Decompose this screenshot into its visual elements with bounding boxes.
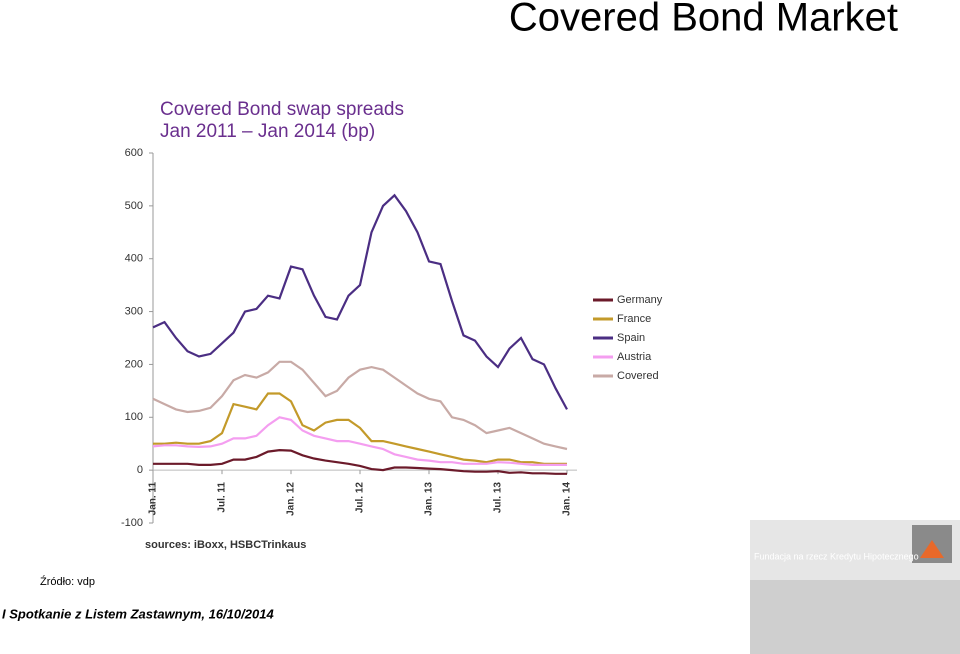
logo-roof	[920, 540, 944, 558]
y-tick-label: 300	[125, 305, 143, 317]
source-note: Źródło: vdp	[40, 575, 95, 588]
series-line	[152, 416, 567, 466]
footer: I Spotkanie z Listem Zastawnym, 16/10/20…	[2, 606, 274, 621]
slide-title: Covered Bond Market	[509, 0, 898, 40]
y-tick-label: 200	[125, 358, 143, 370]
x-tick-label: Jan. 13	[424, 482, 435, 516]
legend-label: Germany	[617, 294, 663, 306]
series-line	[152, 360, 568, 451]
logo-text: Fundacja na rzecz Kredytu Hipotecznego	[754, 551, 919, 561]
legend-label: Spain	[617, 332, 645, 344]
legend-label: Austria	[617, 351, 652, 363]
legend-label: Covered	[617, 370, 659, 382]
y-tick-label: 600	[125, 147, 143, 159]
series-line	[153, 392, 567, 465]
legend-label: France	[617, 313, 651, 325]
logo-image: Fundacja na rzecz Kredytu Hipotecznego	[750, 520, 960, 654]
y-tick-label: 400	[125, 253, 143, 265]
chart-source: sources: iBoxx, HSBCTrinkaus	[145, 539, 306, 551]
chart-subtitle: Jan 2011 – Jan 2014 (bp)	[160, 121, 375, 142]
x-tick-label: Jan. 14	[562, 482, 573, 516]
chart-title: Covered Bond swap spreads	[160, 99, 404, 120]
x-tick-label: Jan. 11	[148, 482, 159, 516]
series-line	[152, 193, 568, 410]
x-tick-label: Jan. 12	[286, 482, 297, 516]
x-tick-label: Jul. 12	[355, 482, 366, 514]
series-line	[153, 448, 567, 475]
y-tick-label: 500	[125, 200, 143, 212]
photo-area	[750, 580, 960, 654]
y-tick-label: 100	[125, 411, 143, 423]
y-tick-label: 0	[137, 464, 143, 476]
y-tick-label: -100	[121, 517, 143, 529]
x-tick-label: Jul. 11	[217, 482, 228, 513]
x-tick-label: Jul. 13	[493, 482, 504, 514]
